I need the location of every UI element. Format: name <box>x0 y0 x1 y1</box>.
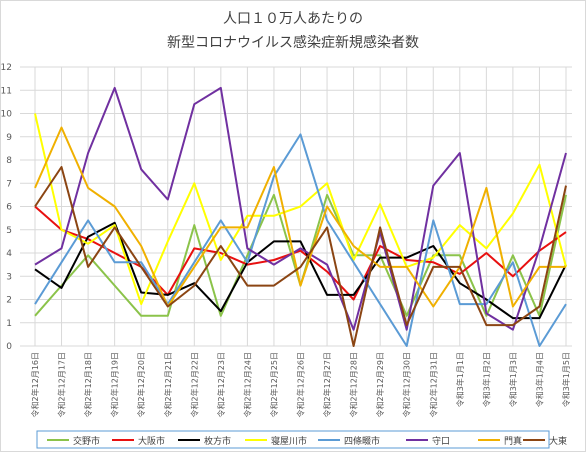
series-lines <box>34 86 567 347</box>
legend-box <box>36 430 550 449</box>
x-tick-label: 令和3年1月1日 <box>455 352 465 407</box>
x-tick-label: 令和2年12月21日 <box>163 352 173 417</box>
series-line-2 <box>34 221 567 320</box>
series-line-7 <box>34 166 567 347</box>
x-tick-label: 令和2年12月22日 <box>189 352 199 417</box>
x-tick-label: 令和2年12月16日 <box>30 352 40 417</box>
legend-item: 交野市 <box>47 435 100 447</box>
x-tick-label: 令和2年12月17日 <box>57 352 67 417</box>
y-tick-label: 2 <box>6 296 12 306</box>
x-tick-label: 令和3年1月3日 <box>508 352 518 407</box>
x-tick-label: 令和2年12月19日 <box>110 352 120 417</box>
x-tick-label: 令和2年12月29日 <box>375 352 385 417</box>
legend-item: 大阪市 <box>112 435 165 447</box>
legend-item: 大東 <box>523 435 567 447</box>
legend-label: 守口 <box>432 435 450 447</box>
x-tick-label: 令和2年12月27日 <box>322 352 332 417</box>
y-tick-label: 7 <box>6 179 12 189</box>
legend-item: 寝屋川市 <box>245 435 307 447</box>
x-tick-label: 令和2年12月31日 <box>428 352 438 417</box>
y-tick-label: 10 <box>1 110 13 120</box>
series-line-3 <box>34 113 567 306</box>
legend-label: 四條畷市 <box>344 435 380 447</box>
y-tick-label: 9 <box>6 133 12 143</box>
series-line-6 <box>34 126 566 308</box>
y-tick-label: 3 <box>6 272 12 282</box>
y-tick-label: 11 <box>1 86 12 96</box>
legend-label: 門真 <box>504 435 522 447</box>
x-tick-label: 令和3年1月2日 <box>481 352 491 407</box>
x-tick-label: 令和2年12月20日 <box>136 352 146 417</box>
x-tick-label: 令和2年12月26日 <box>296 352 306 417</box>
x-tick-label: 令和2年12月23日 <box>216 352 226 417</box>
x-tick-label: 令和3年1月4日 <box>534 352 544 407</box>
y-tick-label: 1 <box>6 319 12 329</box>
legend-label: 寝屋川市 <box>271 435 307 447</box>
x-tick-label: 令和3年1月5日 <box>561 352 571 407</box>
legend-label: 大阪市 <box>138 435 165 447</box>
legend-item: 守口 <box>406 435 450 447</box>
legend-item: 四條畷市 <box>318 435 380 447</box>
y-tick-label: 0 <box>6 342 12 352</box>
x-axis: 令和2年12月16日 令和2年12月17日 令和2年12月18日 令和2年12月19日… <box>30 352 571 417</box>
x-tick-label: 令和2年12月25日 <box>269 352 279 417</box>
y-tick-label: 4 <box>6 249 12 259</box>
y-tick-label: 6 <box>6 203 12 213</box>
y-tick-label: 8 <box>6 156 12 166</box>
x-tick-label: 令和2年12月30日 <box>402 352 412 417</box>
legend-label: 枚方市 <box>204 435 231 447</box>
legend-label: 大東 <box>549 435 567 447</box>
x-tick-label: 令和2年12月24日 <box>242 352 252 417</box>
chart-title-line2: 新型コロナウイルス感染症新規感染者数 <box>167 34 419 51</box>
series-line-5 <box>34 86 567 331</box>
chart-title-line1: 人口１０万人あたりの <box>223 11 363 27</box>
y-tick-label: 5 <box>6 226 12 236</box>
x-tick-label: 令和2年12月28日 <box>349 352 359 417</box>
legend-label: 交野市 <box>73 435 100 447</box>
legend-item: 門真 <box>478 435 522 447</box>
legend: 交野市 大阪市 枚方市 寝屋川市 四條畷市 守口 門真 大東 <box>36 430 567 449</box>
legend-item: 枚方市 <box>178 435 231 447</box>
y-tick-label: 12 <box>1 63 12 73</box>
x-tick-label: 令和2年12月18日 <box>83 352 93 417</box>
